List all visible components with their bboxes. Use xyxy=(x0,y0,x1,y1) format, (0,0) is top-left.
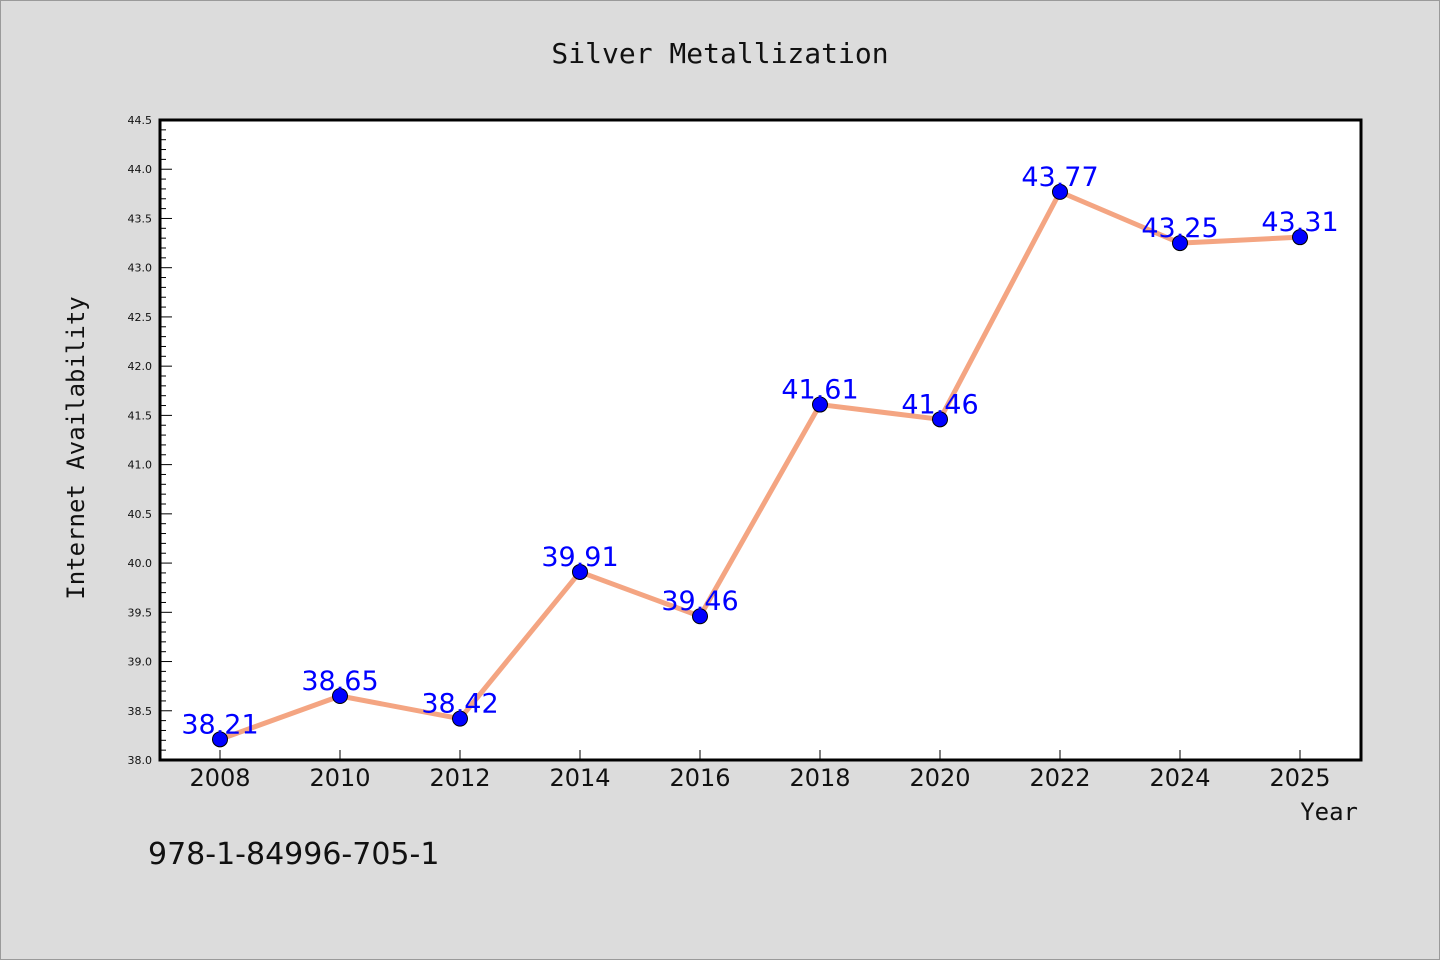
y-tick-label: 42.5 xyxy=(128,311,153,324)
y-tick-label: 41.5 xyxy=(128,409,153,422)
data-point-marker xyxy=(1172,235,1188,252)
y-tick-label: 39.0 xyxy=(128,656,153,669)
data-point-marker xyxy=(1292,229,1308,246)
x-axis: 2008 2010 2012 2014 2016 2018 2020 2022 2024 2025 xyxy=(189,750,1331,792)
y-tick-label: 43.0 xyxy=(128,262,153,275)
x-tick-label: 2008 xyxy=(189,764,250,792)
y-tick-label: 44.0 xyxy=(128,163,153,176)
data-labels: 38.21 38.65 38.42 39.91 39.46 41.61 41.46 43.77… xyxy=(181,162,1338,740)
data-label: 38.21 xyxy=(181,709,258,740)
data-point-marker xyxy=(932,411,948,428)
data-point-marker xyxy=(812,396,828,413)
data-point-marker xyxy=(332,688,348,704)
data-label: 38.65 xyxy=(301,666,378,697)
y-axis: 38.0 38.5 39.0 39.5 40.0 40.5 41.0 41.5 42.0 42.5… xyxy=(128,114,172,767)
y-tick-label: 41.0 xyxy=(128,459,153,472)
y-tick-label: 40.0 xyxy=(128,557,153,570)
x-tick-label: 2025 xyxy=(1269,764,1330,792)
data-point-marker xyxy=(212,731,228,748)
x-tick-label: 2020 xyxy=(909,764,970,792)
data-label: 39.91 xyxy=(541,542,618,573)
markers xyxy=(212,183,1308,748)
y-tick-label: 38.0 xyxy=(128,754,153,767)
data-label: 43.31 xyxy=(1261,207,1338,238)
data-label: 38.42 xyxy=(421,689,498,720)
data-point-marker xyxy=(452,710,468,727)
x-tick-label: 2024 xyxy=(1149,764,1210,792)
data-label: 41.46 xyxy=(901,389,978,420)
footer-text: 978-1-84996-705-1 xyxy=(148,837,439,872)
plot-area xyxy=(158,118,1363,762)
x-tick-label: 2016 xyxy=(669,764,730,792)
x-tick-label: 2022 xyxy=(1029,764,1090,792)
data-label: 39.46 xyxy=(661,586,738,617)
data-label: 41.61 xyxy=(781,375,858,406)
x-tick-label: 2010 xyxy=(309,764,370,792)
data-point-marker xyxy=(572,563,588,580)
y-axis-label: Internet Availability xyxy=(62,296,90,599)
y-tick-label: 42.0 xyxy=(128,360,153,373)
x-tick-label: 2014 xyxy=(549,764,610,792)
y-tick-label: 40.5 xyxy=(128,508,153,521)
y-tick-label: 38.5 xyxy=(128,705,153,718)
x-tick-label: 2018 xyxy=(789,764,850,792)
x-tick-label: 2012 xyxy=(429,764,490,792)
y-tick-label: 39.5 xyxy=(128,606,153,619)
chart-title: Silver Metallization xyxy=(551,37,888,70)
x-axis-label: Year xyxy=(1300,798,1358,826)
series-line xyxy=(219,189,1301,742)
data-label: 43.77 xyxy=(1021,162,1098,193)
data-point-marker xyxy=(692,608,708,625)
data-point-marker xyxy=(1052,183,1068,200)
data-label: 43.25 xyxy=(1141,213,1218,244)
y-tick-label: 43.5 xyxy=(128,212,153,225)
y-tick-label: 44.5 xyxy=(128,114,153,127)
